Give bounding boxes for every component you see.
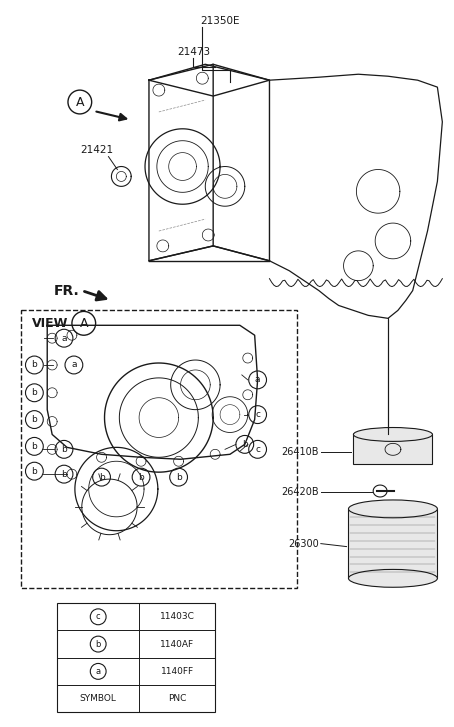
Text: a: a	[255, 375, 261, 385]
Text: b: b	[95, 640, 101, 648]
Bar	[349, 509, 437, 579]
Text: a: a	[96, 667, 101, 676]
Bar	[353, 435, 433, 465]
Text: b: b	[31, 467, 37, 475]
Text: a: a	[71, 361, 77, 369]
Text: 1140FF: 1140FF	[161, 667, 194, 676]
Text: a: a	[61, 334, 67, 342]
Ellipse shape	[349, 569, 437, 587]
Text: b: b	[31, 442, 37, 451]
Text: A: A	[75, 95, 84, 108]
Text: 21421: 21421	[80, 145, 113, 155]
Text: 26410B: 26410B	[281, 447, 319, 457]
Text: b: b	[61, 445, 67, 454]
Text: 26300: 26300	[288, 539, 319, 549]
Text: b: b	[138, 473, 144, 481]
Text: b: b	[31, 388, 37, 397]
Text: A: A	[79, 317, 88, 330]
Bar	[57, 603, 215, 712]
Text: b: b	[242, 440, 247, 449]
Text: 21473: 21473	[177, 47, 210, 57]
Text: b: b	[31, 361, 37, 369]
Text: c: c	[255, 445, 260, 454]
Text: SYMBOL: SYMBOL	[80, 694, 117, 703]
Text: b: b	[31, 415, 37, 424]
Bar	[20, 310, 297, 588]
Text: VIEW: VIEW	[32, 317, 69, 330]
Text: c: c	[255, 410, 260, 419]
Text: 26420B: 26420B	[281, 487, 319, 497]
Ellipse shape	[353, 427, 433, 441]
Text: 11403C: 11403C	[160, 612, 195, 622]
Text: PNC: PNC	[168, 694, 187, 703]
Text: b: b	[99, 473, 104, 481]
Text: b: b	[176, 473, 182, 481]
Text: b: b	[61, 470, 67, 478]
Text: FR.: FR.	[54, 284, 80, 297]
Ellipse shape	[349, 500, 437, 518]
Text: c: c	[96, 612, 100, 622]
Text: 1140AF: 1140AF	[160, 640, 194, 648]
Text: 21350E: 21350E	[200, 16, 240, 25]
